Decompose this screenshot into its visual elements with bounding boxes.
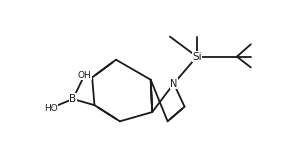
Text: Si: Si	[192, 52, 202, 62]
Text: OH: OH	[77, 71, 91, 80]
Text: HO: HO	[44, 104, 57, 113]
Text: N: N	[170, 79, 177, 89]
Text: B: B	[69, 94, 77, 104]
